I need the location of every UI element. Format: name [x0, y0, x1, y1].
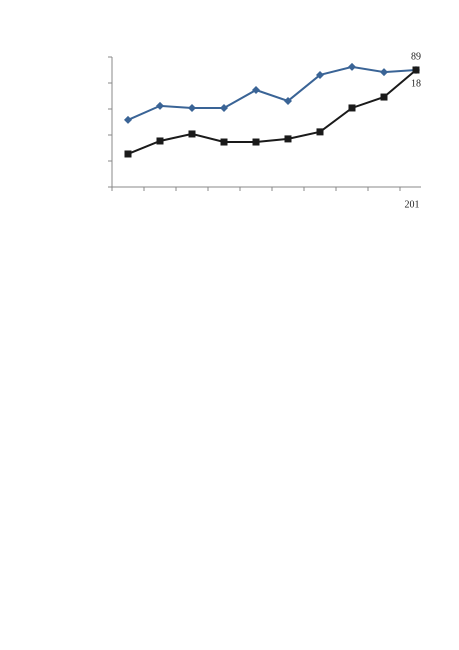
marker [380, 68, 388, 77]
marker [252, 86, 260, 95]
marker [380, 93, 388, 101]
marker [316, 70, 324, 79]
marker [156, 101, 164, 110]
marker [284, 135, 292, 143]
marker [284, 96, 292, 105]
chart: 201 89 18 [108, 51, 421, 210]
series-line [127, 69, 417, 155]
marker [252, 138, 260, 146]
marker [220, 103, 228, 112]
series-line [127, 65, 417, 121]
x-tick-label: 201 [405, 199, 420, 210]
marker [124, 115, 132, 124]
annotation: 89 [411, 51, 421, 62]
marker [188, 130, 196, 138]
annotation: 18 [411, 78, 421, 89]
marker [348, 62, 356, 71]
marker [188, 103, 196, 112]
marker [124, 150, 132, 158]
marker [412, 66, 420, 74]
marker [348, 104, 356, 112]
marker [220, 138, 228, 146]
marker [316, 128, 324, 136]
marker [156, 137, 164, 145]
